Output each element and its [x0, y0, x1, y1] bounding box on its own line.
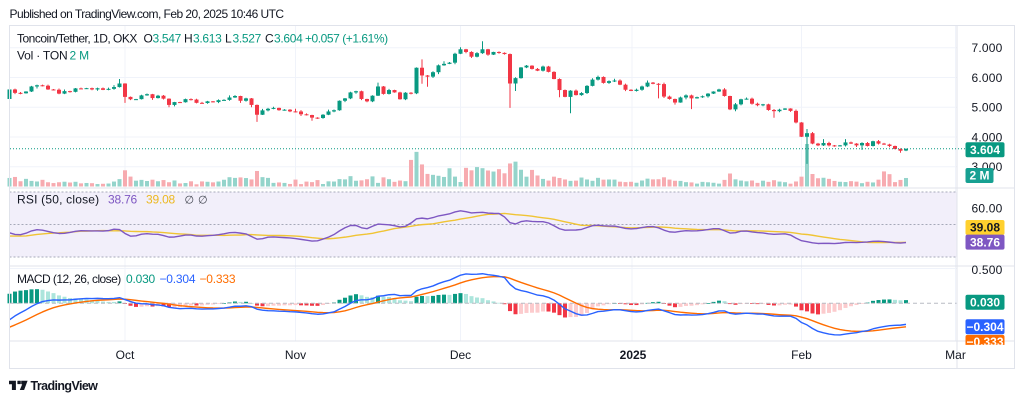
- svg-text:3.604: 3.604: [970, 143, 1000, 157]
- svg-text:2 M: 2 M: [969, 169, 989, 183]
- svg-text:Mar: Mar: [945, 348, 966, 362]
- svg-text:−0.304: −0.304: [160, 272, 196, 286]
- svg-text:+0.057 (+1.61%): +0.057 (+1.61%): [305, 31, 388, 45]
- svg-text:39.08: 39.08: [146, 193, 176, 207]
- svg-text:7.000: 7.000: [972, 41, 1003, 55]
- svg-text:3.527: 3.527: [233, 31, 262, 45]
- svg-text:38.76: 38.76: [970, 235, 1000, 249]
- svg-text:Published on TradingView.com,: Published on TradingView.com, Feb 20, 20…: [10, 7, 285, 21]
- svg-text:RSI (50, close): RSI (50, close): [17, 193, 99, 207]
- svg-text:∅: ∅: [185, 194, 195, 206]
- svg-text:−0.333: −0.333: [966, 335, 1003, 349]
- svg-text:Vol · TON: Vol · TON: [17, 48, 67, 62]
- svg-text:38.76: 38.76: [108, 193, 138, 207]
- svg-text:0.500: 0.500: [972, 263, 1003, 277]
- svg-text:Toncoin/Tether, 1D, OKX: Toncoin/Tether, 1D, OKX: [17, 31, 137, 45]
- svg-text:60.00: 60.00: [972, 201, 1003, 215]
- svg-text:−0.304: −0.304: [966, 320, 1003, 334]
- svg-text:Dec: Dec: [450, 348, 471, 362]
- svg-text:39.08: 39.08: [970, 221, 1000, 235]
- svg-text:2 M: 2 M: [70, 48, 90, 62]
- svg-text:3.604: 3.604: [274, 31, 303, 45]
- svg-text:5.000: 5.000: [972, 101, 1003, 115]
- svg-text:Nov: Nov: [285, 348, 306, 362]
- svg-text:4.000: 4.000: [972, 130, 1003, 144]
- svg-text:O: O: [144, 31, 153, 45]
- svg-text:0.030: 0.030: [126, 272, 156, 286]
- svg-text:TradingView: TradingView: [31, 379, 99, 393]
- svg-text:MACD (12, 26, close): MACD (12, 26, close): [17, 272, 121, 286]
- svg-text:0.030: 0.030: [970, 296, 1000, 310]
- svg-text:−0.333: −0.333: [200, 272, 236, 286]
- svg-text:3.547: 3.547: [153, 31, 182, 45]
- svg-text:Oct: Oct: [116, 348, 135, 362]
- svg-text:C: C: [265, 31, 274, 45]
- svg-text:6.000: 6.000: [972, 71, 1003, 85]
- svg-text:∅: ∅: [198, 194, 208, 206]
- svg-text:L: L: [225, 31, 232, 45]
- svg-text:3.613: 3.613: [193, 31, 222, 45]
- svg-text:Feb: Feb: [791, 348, 812, 362]
- svg-text:2025: 2025: [620, 348, 647, 362]
- svg-text:H: H: [184, 31, 192, 45]
